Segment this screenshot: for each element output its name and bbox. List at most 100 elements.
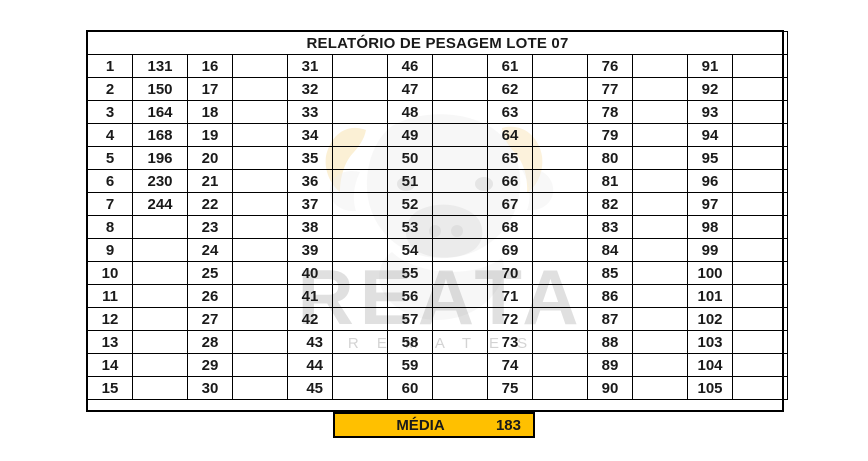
animal-number-cell[interactable]: 29: [187, 353, 233, 377]
weight-value-cell[interactable]: [232, 215, 288, 239]
weight-value-cell[interactable]: [132, 215, 188, 239]
animal-number-cell[interactable]: 27: [187, 307, 233, 331]
weight-value-cell[interactable]: [632, 169, 688, 193]
animal-number-cell[interactable]: 100: [687, 261, 733, 285]
animal-number-cell[interactable]: 42: [287, 307, 333, 331]
animal-number-cell[interactable]: 40: [287, 261, 333, 285]
weight-value-cell[interactable]: [732, 376, 788, 400]
weight-value-cell[interactable]: [332, 261, 388, 285]
animal-number-cell[interactable]: 105: [687, 376, 733, 400]
weight-value-cell[interactable]: [432, 123, 488, 147]
animal-number-cell[interactable]: 6: [87, 169, 133, 193]
weight-value-cell[interactable]: 164: [132, 100, 188, 124]
animal-number-cell[interactable]: 76: [587, 54, 633, 78]
weight-value-cell[interactable]: [632, 307, 688, 331]
animal-number-cell[interactable]: 102: [687, 307, 733, 331]
weight-value-cell[interactable]: [432, 54, 488, 78]
weight-value-cell[interactable]: [732, 100, 788, 124]
animal-number-cell[interactable]: 44: [287, 353, 333, 377]
weight-value-cell[interactable]: 131: [132, 54, 188, 78]
animal-number-cell[interactable]: 52: [387, 192, 433, 216]
weight-value-cell[interactable]: [732, 77, 788, 101]
weight-value-cell[interactable]: [332, 123, 388, 147]
animal-number-cell[interactable]: 71: [487, 284, 533, 308]
weight-value-cell[interactable]: [232, 123, 288, 147]
weight-value-cell[interactable]: [232, 192, 288, 216]
weight-value-cell[interactable]: [632, 261, 688, 285]
animal-number-cell[interactable]: 26: [187, 284, 233, 308]
weight-value-cell[interactable]: [432, 192, 488, 216]
animal-number-cell[interactable]: 12: [87, 307, 133, 331]
weight-value-cell[interactable]: [232, 146, 288, 170]
weight-value-cell[interactable]: [332, 238, 388, 262]
weight-value-cell[interactable]: [532, 376, 588, 400]
weight-value-cell[interactable]: [732, 123, 788, 147]
animal-number-cell[interactable]: 23: [187, 215, 233, 239]
weight-value-cell[interactable]: [632, 330, 688, 354]
weight-value-cell[interactable]: [732, 146, 788, 170]
animal-number-cell[interactable]: 8: [87, 215, 133, 239]
weight-value-cell[interactable]: [432, 261, 488, 285]
animal-number-cell[interactable]: 63: [487, 100, 533, 124]
animal-number-cell[interactable]: 46: [387, 54, 433, 78]
weight-value-cell[interactable]: [332, 353, 388, 377]
weight-value-cell[interactable]: [532, 100, 588, 124]
weight-value-cell[interactable]: [232, 238, 288, 262]
weight-value-cell[interactable]: [632, 238, 688, 262]
weight-value-cell[interactable]: [332, 146, 388, 170]
weight-value-cell[interactable]: [532, 169, 588, 193]
animal-number-cell[interactable]: 92: [687, 77, 733, 101]
animal-number-cell[interactable]: 16: [187, 54, 233, 78]
weight-value-cell[interactable]: [332, 192, 388, 216]
animal-number-cell[interactable]: 2: [87, 77, 133, 101]
weight-value-cell[interactable]: [632, 146, 688, 170]
animal-number-cell[interactable]: 95: [687, 146, 733, 170]
animal-number-cell[interactable]: 60: [387, 376, 433, 400]
weight-value-cell[interactable]: [232, 100, 288, 124]
weight-value-cell[interactable]: [432, 353, 488, 377]
weight-value-cell[interactable]: [132, 307, 188, 331]
weight-value-cell[interactable]: [132, 353, 188, 377]
animal-number-cell[interactable]: 104: [687, 353, 733, 377]
animal-number-cell[interactable]: 57: [387, 307, 433, 331]
animal-number-cell[interactable]: 87: [587, 307, 633, 331]
animal-number-cell[interactable]: 45: [287, 376, 333, 400]
animal-number-cell[interactable]: 47: [387, 77, 433, 101]
animal-number-cell[interactable]: 80: [587, 146, 633, 170]
animal-number-cell[interactable]: 72: [487, 307, 533, 331]
weight-value-cell[interactable]: [432, 284, 488, 308]
animal-number-cell[interactable]: 49: [387, 123, 433, 147]
animal-number-cell[interactable]: 82: [587, 192, 633, 216]
animal-number-cell[interactable]: 56: [387, 284, 433, 308]
weight-value-cell[interactable]: 230: [132, 169, 188, 193]
weight-value-cell[interactable]: [632, 284, 688, 308]
weight-value-cell[interactable]: [232, 330, 288, 354]
animal-number-cell[interactable]: 78: [587, 100, 633, 124]
weight-value-cell[interactable]: [432, 169, 488, 193]
weight-value-cell[interactable]: [332, 330, 388, 354]
animal-number-cell[interactable]: 64: [487, 123, 533, 147]
animal-number-cell[interactable]: 9: [87, 238, 133, 262]
animal-number-cell[interactable]: 19: [187, 123, 233, 147]
animal-number-cell[interactable]: 34: [287, 123, 333, 147]
animal-number-cell[interactable]: 89: [587, 353, 633, 377]
animal-number-cell[interactable]: 35: [287, 146, 333, 170]
animal-number-cell[interactable]: 1: [87, 54, 133, 78]
animal-number-cell[interactable]: 13: [87, 330, 133, 354]
animal-number-cell[interactable]: 61: [487, 54, 533, 78]
weight-value-cell[interactable]: [732, 284, 788, 308]
animal-number-cell[interactable]: 22: [187, 192, 233, 216]
weight-value-cell[interactable]: [732, 330, 788, 354]
animal-number-cell[interactable]: 39: [287, 238, 333, 262]
animal-number-cell[interactable]: 58: [387, 330, 433, 354]
weight-value-cell[interactable]: [532, 284, 588, 308]
animal-number-cell[interactable]: 24: [187, 238, 233, 262]
weight-value-cell[interactable]: [532, 123, 588, 147]
weight-value-cell[interactable]: [532, 215, 588, 239]
weight-value-cell[interactable]: [232, 284, 288, 308]
weight-value-cell[interactable]: [732, 169, 788, 193]
weight-value-cell[interactable]: [432, 77, 488, 101]
weight-value-cell[interactable]: [532, 77, 588, 101]
weight-value-cell[interactable]: [532, 261, 588, 285]
weight-value-cell[interactable]: [632, 123, 688, 147]
